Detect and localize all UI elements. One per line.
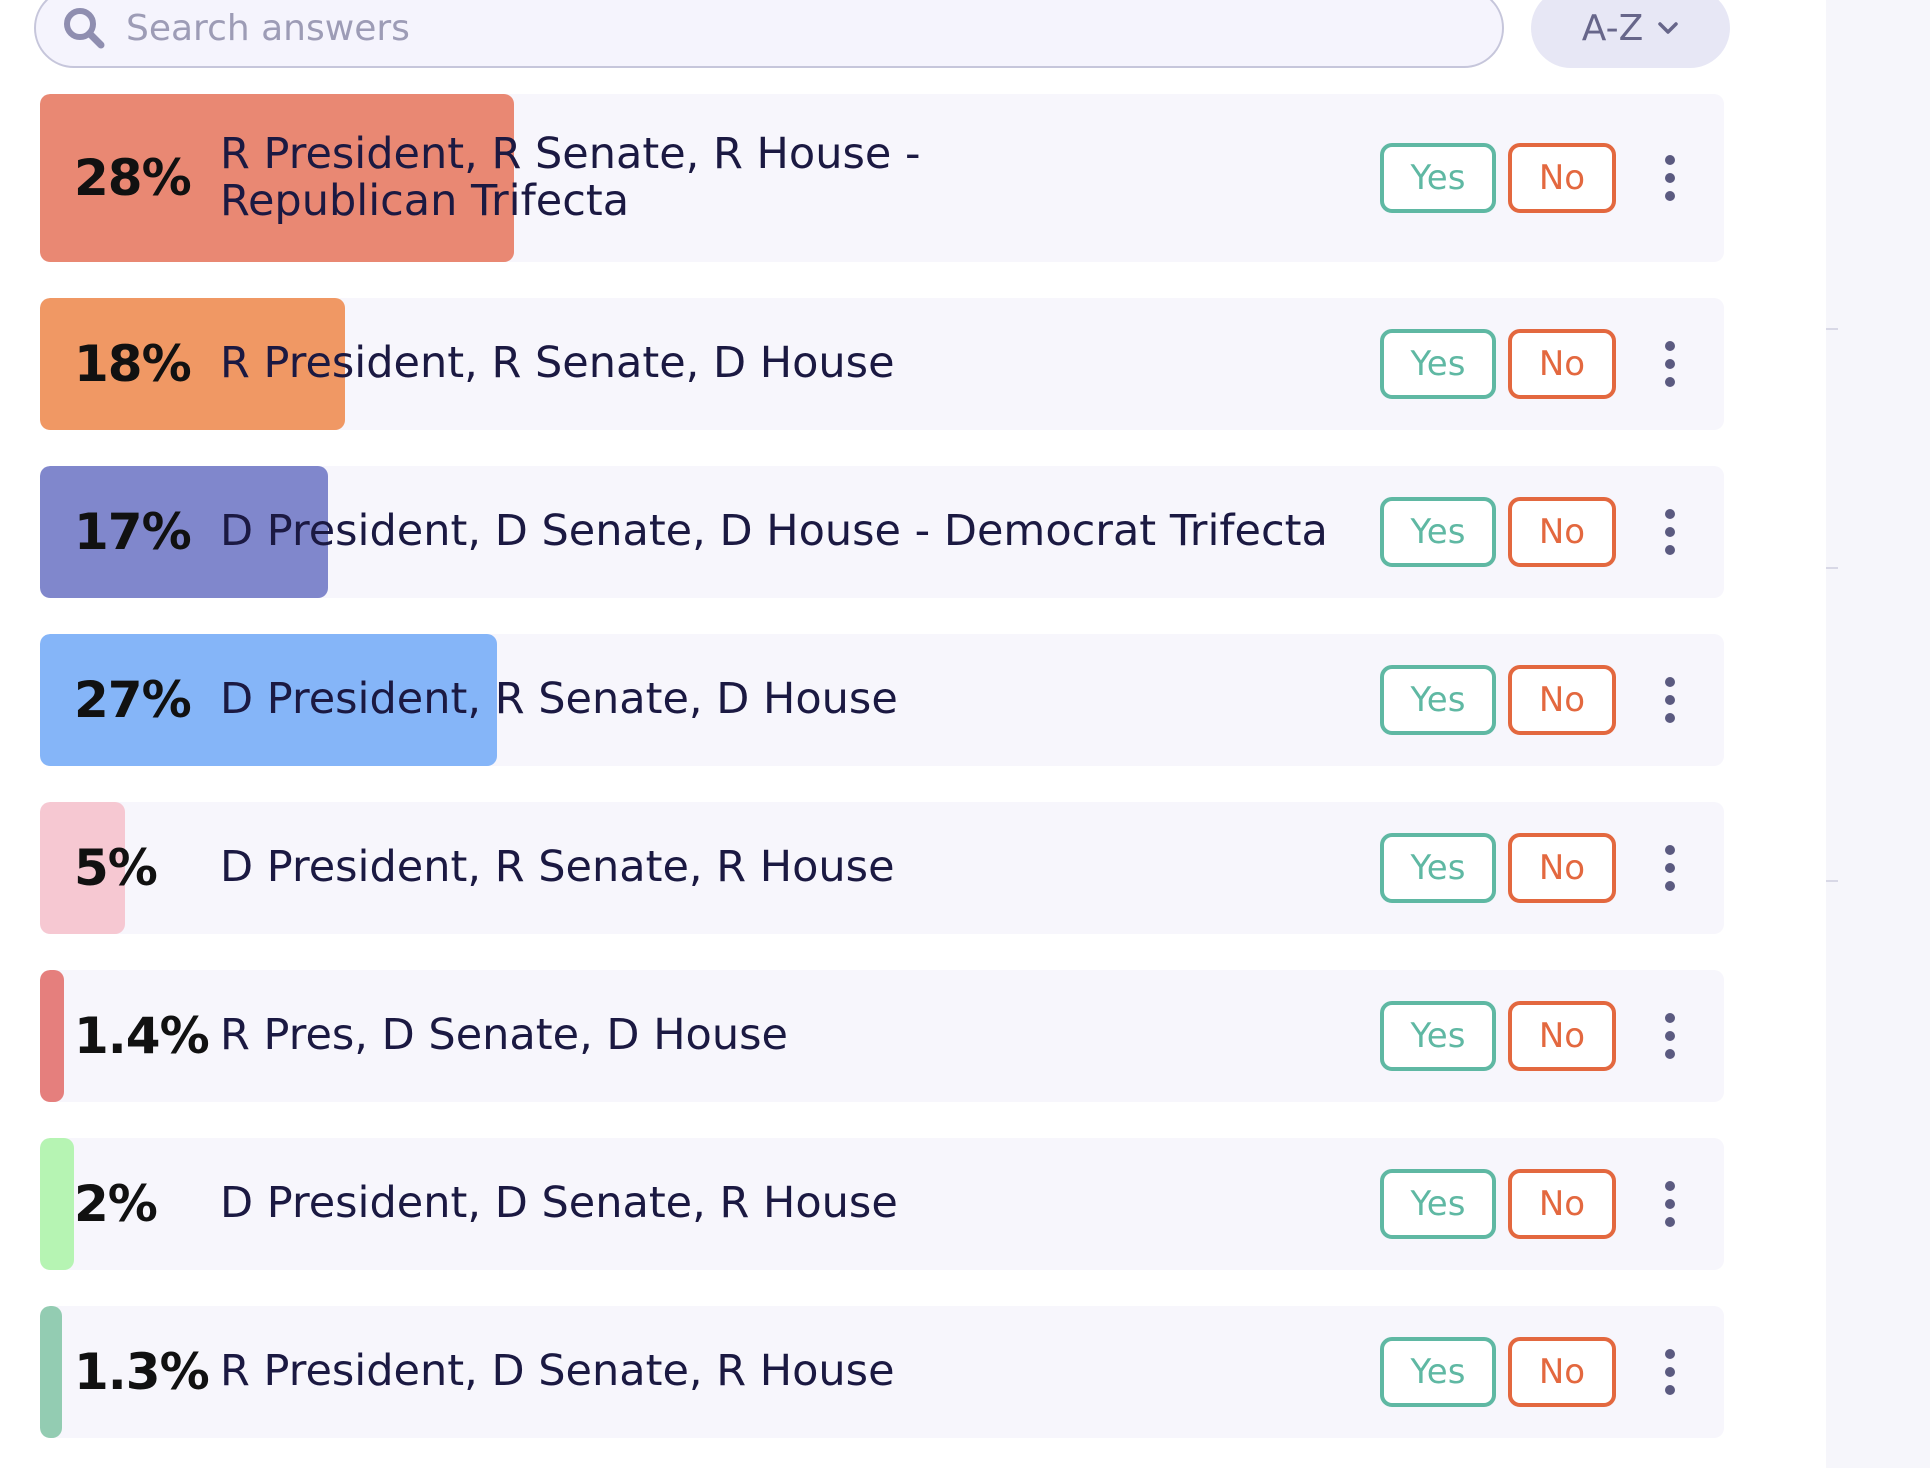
more-vertical-icon[interactable]	[1640, 143, 1700, 213]
answer-label-text: D President, D Senate, D House - Democra…	[220, 506, 1328, 557]
answer-label-text: R President, R Senate, R House - Republi…	[220, 128, 921, 226]
answer-share-bar	[40, 1138, 74, 1270]
answer-percent: 2%	[74, 1175, 158, 1233]
answer-list: 28% R President, R Senate, R House - Repu…	[40, 94, 1724, 1474]
search-icon	[60, 4, 108, 52]
answer-label: R President, R Senate, D House	[220, 298, 1350, 430]
search-bar[interactable]	[34, 0, 1504, 68]
yes-button[interactable]: Yes	[1380, 143, 1496, 213]
answer-label-text: R President, R Senate, D House	[220, 338, 895, 389]
answer-label-text: D President, R Senate, R House	[220, 842, 895, 893]
answer-percent: 17%	[74, 503, 192, 561]
answer-label-text: R President, D Senate, R House	[220, 1346, 895, 1397]
answer-label: D President, D Senate, R House	[220, 1138, 1350, 1270]
yes-button[interactable]: Yes	[1380, 329, 1496, 399]
answer-row[interactable]: 18% R President, R Senate, D House Yes No	[40, 298, 1724, 430]
answer-percent: 27%	[74, 671, 192, 729]
answer-share-bar	[40, 466, 328, 598]
no-button[interactable]: No	[1508, 665, 1616, 735]
more-vertical-icon[interactable]	[1640, 833, 1700, 903]
panel-divider	[1826, 567, 1838, 569]
answer-label: D President, R Senate, D House	[220, 634, 1350, 766]
answer-row[interactable]: 1.3% R President, D Senate, R House Yes No	[40, 1306, 1724, 1438]
sort-label: A-Z	[1581, 7, 1644, 49]
sort-dropdown[interactable]: A-Z	[1531, 0, 1730, 68]
answer-label: D President, R Senate, R House	[220, 802, 1350, 934]
answer-percent: 1.4%	[74, 1007, 210, 1065]
yes-button[interactable]: Yes	[1380, 1001, 1496, 1071]
answer-percent: 5%	[74, 839, 158, 897]
no-button[interactable]: No	[1508, 833, 1616, 903]
more-vertical-icon[interactable]	[1640, 497, 1700, 567]
answer-row[interactable]: 17% D President, D Senate, D House - Demo…	[40, 466, 1724, 598]
answer-label: D President, D Senate, D House - Democra…	[220, 466, 1350, 598]
answer-label: R President, D Senate, R House	[220, 1306, 1350, 1438]
more-vertical-icon[interactable]	[1640, 329, 1700, 399]
no-button[interactable]: No	[1508, 1337, 1616, 1407]
answer-label-text: D President, R Senate, D House	[220, 674, 898, 725]
answer-percent: 1.3%	[74, 1343, 210, 1401]
more-vertical-icon[interactable]	[1640, 1169, 1700, 1239]
side-panel-edge	[1826, 0, 1930, 1468]
answer-label-text: D President, D Senate, R House	[220, 1178, 898, 1229]
no-button[interactable]: No	[1508, 143, 1616, 213]
answer-share-bar	[40, 634, 497, 766]
answer-row[interactable]: 27% D President, R Senate, D House Yes No	[40, 634, 1724, 766]
answer-label-text: R Pres, D Senate, D House	[220, 1010, 788, 1061]
yes-button[interactable]: Yes	[1380, 497, 1496, 567]
no-button[interactable]: No	[1508, 1001, 1616, 1071]
more-vertical-icon[interactable]	[1640, 1337, 1700, 1407]
answer-label: R Pres, D Senate, D House	[220, 970, 1350, 1102]
answer-row[interactable]: 1.4% R Pres, D Senate, D House Yes No	[40, 970, 1724, 1102]
more-vertical-icon[interactable]	[1640, 665, 1700, 735]
no-button[interactable]: No	[1508, 329, 1616, 399]
answer-share-bar	[40, 1306, 62, 1438]
yes-button[interactable]: Yes	[1380, 833, 1496, 903]
answer-row[interactable]: 2% D President, D Senate, R House Yes No	[40, 1138, 1724, 1270]
search-input[interactable]	[126, 7, 1426, 49]
chevron-down-icon	[1657, 21, 1679, 35]
answer-row[interactable]: 28% R President, R Senate, R House - Repu…	[40, 94, 1724, 262]
answer-label: R President, R Senate, R House - Republi…	[220, 94, 1350, 262]
panel-divider	[1826, 328, 1838, 330]
no-button[interactable]: No	[1508, 497, 1616, 567]
no-button[interactable]: No	[1508, 1169, 1616, 1239]
answer-share-bar	[40, 802, 125, 934]
answer-share-bar	[40, 970, 64, 1102]
answer-percent: 18%	[74, 335, 192, 393]
yes-button[interactable]: Yes	[1380, 665, 1496, 735]
answer-share-bar	[40, 94, 514, 262]
yes-button[interactable]: Yes	[1380, 1169, 1496, 1239]
answer-share-bar	[40, 298, 345, 430]
more-vertical-icon[interactable]	[1640, 1001, 1700, 1071]
answer-percent: 28%	[74, 149, 192, 207]
yes-button[interactable]: Yes	[1380, 1337, 1496, 1407]
panel-divider	[1826, 880, 1838, 882]
answer-row[interactable]: 5% D President, R Senate, R House Yes No	[40, 802, 1724, 934]
